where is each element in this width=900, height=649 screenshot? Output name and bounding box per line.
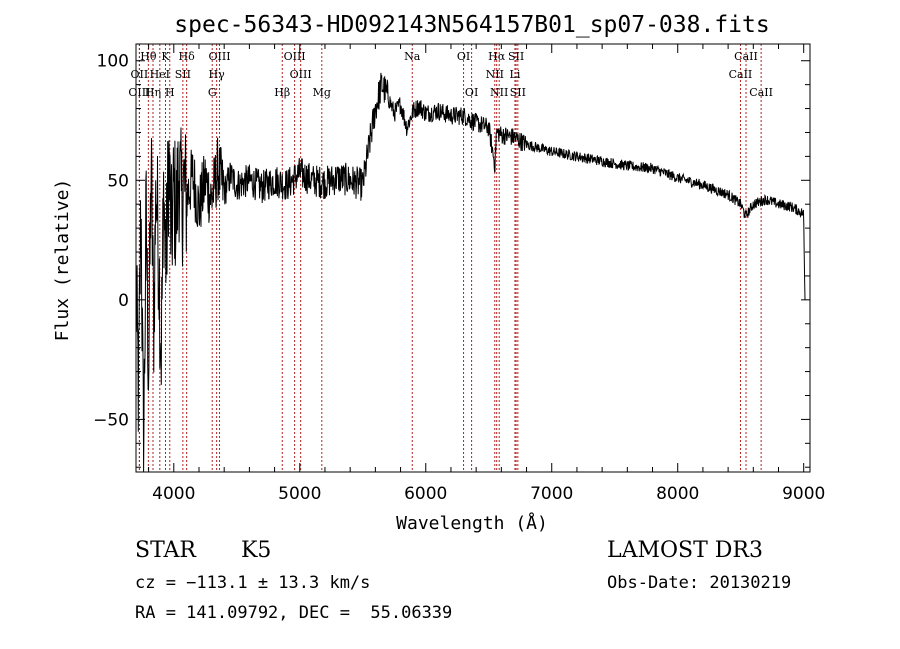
line-label: Hη: [145, 86, 161, 99]
line-label: NII: [486, 68, 504, 81]
y-axis-label: Flux (relative): [52, 179, 73, 342]
line-label: Mg: [313, 86, 331, 99]
line-label: CaII: [734, 50, 758, 63]
line-label: OIII: [284, 50, 306, 63]
line-label: SII: [510, 86, 526, 99]
x-tick-label: 8000: [656, 484, 699, 504]
chart-title: spec-56343-HD092143N564157B01_sp07-038.f…: [174, 12, 769, 38]
line-label: NII: [490, 86, 508, 99]
x-axis-label: Wavelength (Å): [396, 512, 548, 534]
x-tick-label: 5000: [278, 484, 321, 504]
line-label: Hβ: [274, 86, 290, 99]
line-label: OII: [131, 68, 149, 81]
line-label: Hθ: [140, 50, 157, 63]
line-label: Na: [404, 50, 421, 63]
spectrum-line: [135, 72, 806, 473]
y-tick-label: −50: [93, 410, 129, 430]
x-tick-label: 4000: [152, 484, 195, 504]
line-label: Hγ: [209, 68, 226, 81]
y-tick-label: 50: [107, 171, 129, 191]
line-label: H: [165, 86, 175, 99]
observation-date: Obs-Date: 20130219: [607, 573, 792, 593]
x-tick-label: 7000: [530, 484, 573, 504]
line-label: OIII: [128, 86, 150, 99]
line-label: Li: [510, 68, 521, 81]
line-label: OI: [465, 86, 478, 99]
line-label: CaII: [749, 86, 773, 99]
coordinates-readout: RA = 141.09792, DEC = 55.06339: [135, 603, 453, 623]
line-label: SII: [175, 68, 191, 81]
line-label: OI: [457, 50, 470, 63]
line-label: HeI: [150, 68, 170, 81]
line-label: CaII: [729, 68, 753, 81]
x-tick-label: 6000: [404, 484, 447, 504]
y-tick-label: 100: [97, 52, 129, 72]
survey-name: LAMOST DR3: [607, 538, 763, 563]
line-label: K: [161, 50, 170, 63]
line-label: OIII: [290, 68, 312, 81]
redshift-readout: cz = −113.1 ± 13.3 km/s: [135, 573, 371, 593]
x-tick-label: 9000: [782, 484, 825, 504]
line-label: SII: [508, 50, 524, 63]
object-class: STAR: [135, 538, 196, 563]
line-label: Hα: [488, 50, 506, 63]
line-label: OIII: [208, 50, 230, 63]
line-label: G: [208, 86, 217, 99]
object-subclass: K5: [241, 538, 272, 563]
plot-frame: [135, 43, 811, 473]
y-tick-label: 0: [118, 291, 129, 311]
line-label: Hδ: [179, 50, 196, 63]
